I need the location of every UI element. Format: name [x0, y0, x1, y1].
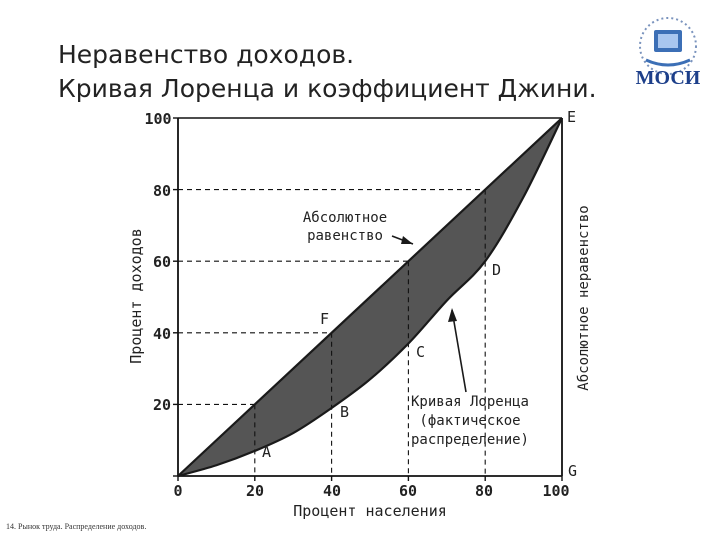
x-tick-labels: 0 20 40 60 80 100: [173, 482, 569, 500]
y-tick-labels: 20 40 60 80 100: [144, 110, 171, 414]
mosi-logo: МОСИ: [636, 17, 701, 89]
plot-area: [173, 117, 563, 481]
lorenz-arrowhead: [448, 308, 457, 322]
slide-title: Неравенство доходов. Кривая Лоренца и ко…: [58, 38, 597, 106]
equality-line: [177, 117, 563, 477]
title-line-2: Кривая Лоренца и коэффициент Джини.: [58, 74, 597, 103]
point-labels: A B C D E F G: [262, 108, 577, 480]
x-tick-60: 60: [399, 482, 417, 500]
x-tick-0: 0: [173, 482, 182, 500]
y-tick-100: 100: [144, 110, 171, 128]
logo-text: МОСИ: [636, 67, 701, 89]
point-e: E: [567, 108, 576, 126]
lorenz-line-2: (фактическое: [419, 413, 520, 429]
inequality-label: Абсолютное неравенство: [576, 205, 592, 390]
lorenz-line-3: распределение): [411, 432, 529, 448]
x-tick-80: 80: [475, 482, 493, 500]
y-axis-label: Процент доходов: [127, 228, 145, 363]
equality-line-2: равенство: [307, 228, 383, 244]
lorenz-arrow: [451, 309, 467, 393]
equality-annotation: Абсолютное равенство: [303, 210, 414, 245]
point-d: D: [492, 261, 501, 279]
equality-arrowhead: [401, 236, 413, 244]
point-a: A: [262, 443, 271, 461]
x-tick-20: 20: [246, 482, 264, 500]
y-tick-20: 20: [153, 396, 171, 414]
y-tick-80: 80: [153, 182, 171, 200]
logo-ring-icon: [639, 17, 697, 75]
title-line-1: Неравенство доходов.: [58, 40, 355, 69]
y-tick-60: 60: [153, 253, 171, 271]
lorenz-curve: [177, 117, 563, 478]
point-b: B: [340, 403, 349, 421]
x-tick-100: 100: [542, 482, 569, 500]
x-tick-40: 40: [323, 482, 341, 500]
y-tick-40: 40: [153, 325, 171, 343]
x-axis-label: Процент населения: [293, 502, 447, 520]
point-c: C: [416, 343, 425, 361]
point-g: G: [568, 462, 577, 480]
lorenz-line-1: Кривая Лоренца: [411, 394, 529, 410]
point-f: F: [320, 310, 329, 328]
slide-footer: 14. Рынок труда. Распределение доходов.: [6, 522, 147, 531]
equality-line-1: Абсолютное: [303, 210, 387, 226]
lorenz-annotation: Кривая Лоренца (фактическое распределени…: [411, 308, 529, 448]
